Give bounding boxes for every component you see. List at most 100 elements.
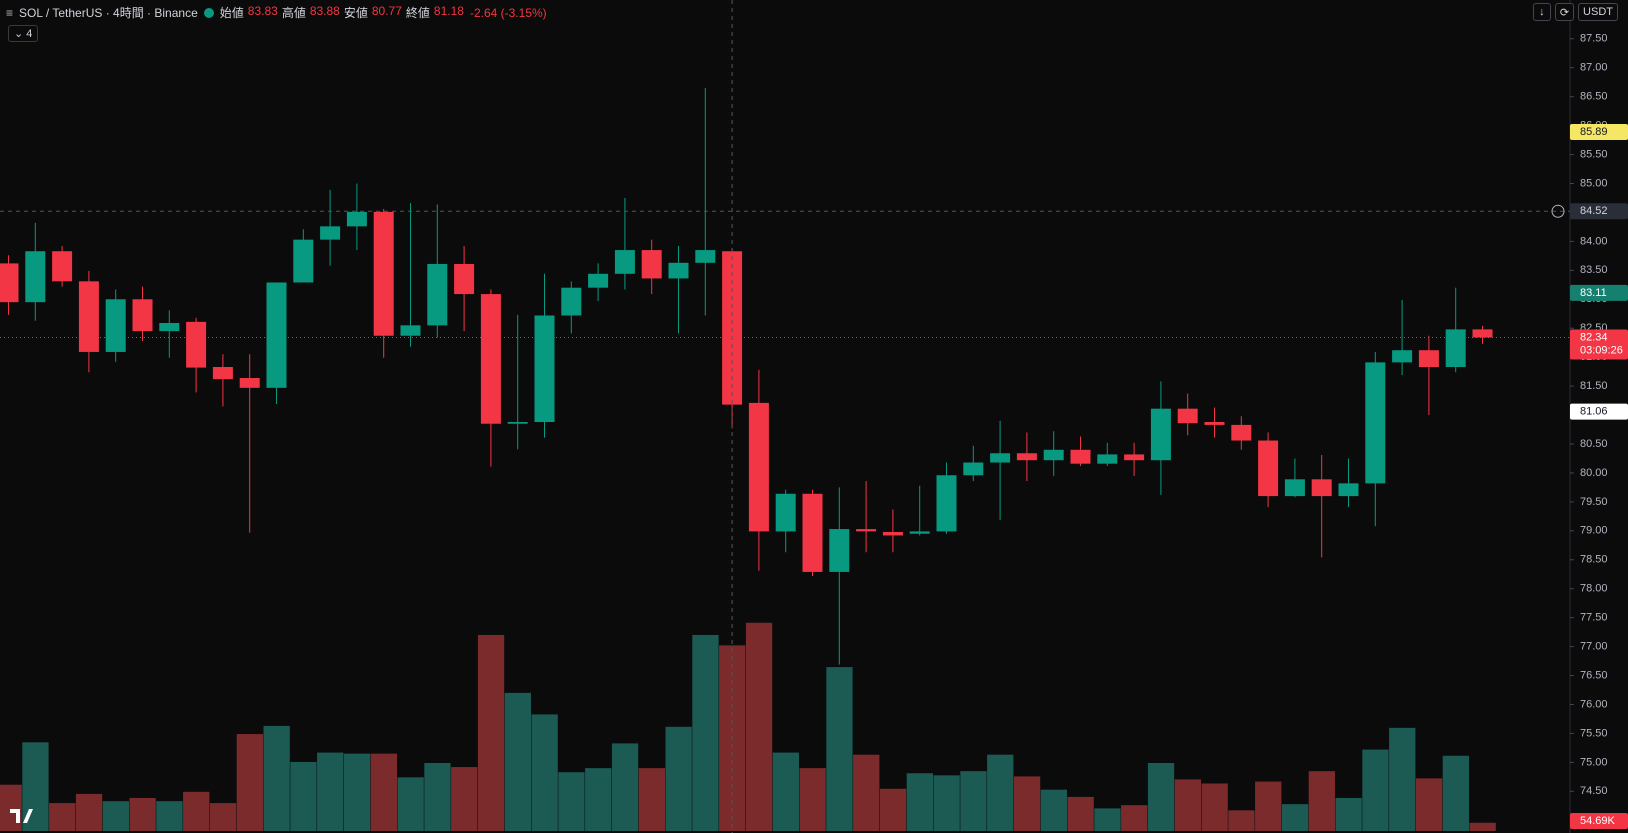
volume-bar	[129, 797, 156, 831]
ohlc-label: 終値	[405, 6, 430, 20]
volume-bar	[933, 775, 960, 831]
ohlc-value: 83.88	[309, 4, 340, 18]
candle-body	[239, 378, 260, 388]
candle-body	[990, 453, 1011, 463]
volume-bar	[451, 767, 478, 831]
volume-bar	[987, 754, 1014, 831]
y-tick-label: 77.50	[1580, 612, 1608, 624]
y-tick-label: 83.50	[1580, 264, 1608, 276]
symbol-title[interactable]: SOL / TetherUS · 4時間 · Binance	[19, 6, 198, 20]
candle-body	[1177, 408, 1198, 424]
candle-body	[105, 299, 126, 352]
y-tick-label: 86.50	[1580, 91, 1608, 103]
candle-body	[1070, 449, 1091, 464]
volume-bar	[1362, 749, 1389, 831]
price-badge-label: 81.06	[1580, 405, 1608, 417]
price-badge	[1570, 403, 1628, 420]
currency-button[interactable]: USDT	[1578, 3, 1618, 21]
candle-body	[507, 421, 528, 424]
price-badge	[1570, 284, 1628, 301]
candle-body	[641, 250, 662, 279]
volume-bar	[317, 752, 344, 831]
volume-bar	[1228, 810, 1255, 831]
volume-bar	[1442, 755, 1469, 831]
volume-bar	[638, 768, 665, 831]
volume-bar	[397, 777, 424, 831]
candle-body	[266, 282, 287, 388]
volume-bar	[290, 761, 317, 831]
download-button[interactable]: ↓	[1532, 3, 1551, 21]
y-tick-label: 85.00	[1580, 177, 1608, 189]
candle-body	[0, 263, 19, 303]
price-badge	[1570, 203, 1628, 220]
volume-bar	[156, 801, 183, 831]
volume-bar	[1469, 822, 1496, 831]
volume-bar	[1415, 778, 1443, 831]
candle-body	[534, 315, 555, 422]
volume-bar	[585, 768, 612, 831]
y-tick-label: 76.50	[1580, 669, 1608, 681]
volume-bar	[343, 753, 371, 831]
volume-bar	[0, 784, 22, 831]
price-badge	[1570, 329, 1628, 360]
ohlc-value: 81.18	[433, 4, 464, 18]
candle-body	[1311, 479, 1332, 497]
candle-body	[829, 529, 850, 572]
candle-body	[1445, 329, 1466, 368]
volume-bar	[1308, 771, 1335, 831]
candle-body	[909, 531, 930, 534]
candle-body	[212, 367, 233, 380]
indicator-toggle[interactable]: ⌄ 4	[8, 25, 39, 42]
volume-bar	[906, 773, 933, 831]
volume-bar	[209, 803, 237, 831]
volume-bar	[49, 803, 76, 831]
change: -2.64 (-3.15%)	[469, 5, 547, 20]
legend-header: ≡ SOL / TetherUS · 4時間 · Binance 始値 83.83…	[6, 4, 547, 21]
candle-body	[1150, 408, 1171, 461]
candle-body	[668, 262, 689, 279]
volume-bar	[75, 793, 103, 831]
candle-body	[561, 287, 582, 316]
volume-bar	[772, 752, 799, 831]
volume-bar	[1389, 727, 1416, 831]
toolbar: ↓ ⟳ USDT	[1532, 3, 1618, 21]
y-tick-label: 87.00	[1580, 62, 1608, 74]
volume-badge	[1570, 813, 1628, 829]
candle-body	[373, 211, 394, 336]
y-tick-label: 78.50	[1580, 554, 1608, 566]
volume-bar	[370, 753, 397, 831]
refresh-button[interactable]: ⟳	[1554, 3, 1575, 21]
candle-body	[1097, 454, 1118, 464]
y-tick-label: 76.00	[1580, 698, 1608, 710]
add-alert-icon[interactable]	[1551, 204, 1565, 218]
volume-bar	[826, 667, 853, 831]
candle-body	[1124, 454, 1145, 461]
y-tick-label: 81.50	[1580, 380, 1608, 392]
candle-body	[695, 250, 716, 263]
tv-logo-mark	[10, 809, 33, 823]
y-tick-label: 85.50	[1580, 148, 1608, 160]
volume-bar	[477, 634, 505, 831]
indicator-count: 4	[26, 28, 33, 40]
volume-bar	[183, 791, 210, 831]
candle-body	[1043, 449, 1064, 461]
ohlc-label: 安値	[343, 6, 368, 20]
candle-body	[132, 299, 153, 332]
volume-bar	[665, 726, 692, 831]
ohlc-label: 高値	[281, 6, 306, 20]
volume-bar	[1201, 783, 1228, 831]
bar-countdown: 03:09:26	[1580, 344, 1623, 356]
candle-body	[346, 211, 367, 227]
y-tick-label: 75.00	[1580, 756, 1608, 768]
menu-icon[interactable]: ≡	[6, 5, 14, 20]
volume-bar	[799, 768, 826, 831]
price-badge	[1570, 123, 1628, 140]
volume-bar	[1335, 797, 1362, 831]
y-tick-label: 75.50	[1580, 727, 1608, 739]
candle-body	[1016, 453, 1037, 461]
price-badge-label: 83.11	[1580, 287, 1607, 299]
y-tick-label: 87.50	[1580, 33, 1608, 45]
candle-body	[614, 250, 635, 274]
price-badge-label: 84.52	[1580, 205, 1608, 217]
